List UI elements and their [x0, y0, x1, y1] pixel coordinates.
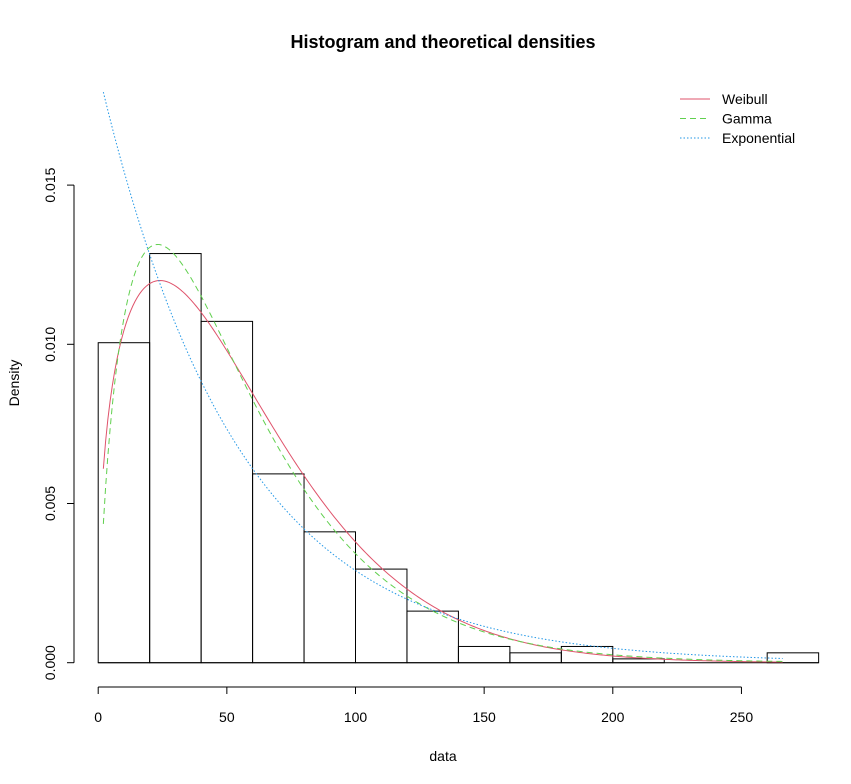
x-tick-label: 200 — [601, 709, 625, 725]
y-tick-label: 0.010 — [42, 327, 58, 362]
histogram-bar — [766, 652, 820, 664]
legend-label-gamma: Gamma — [722, 111, 772, 127]
histogram-bar — [509, 652, 562, 664]
density-curve-exponential — [102, 91, 783, 659]
legend-label-weibull: Weibull — [722, 91, 768, 107]
histogram-bar — [252, 473, 305, 664]
histogram-bar — [457, 645, 511, 664]
histogram-bar — [560, 645, 614, 664]
y-tick-label: 0.015 — [42, 167, 58, 202]
chart-title: Histogram and theoretical densities — [290, 32, 595, 52]
y-axis-label: Density — [6, 360, 22, 407]
histogram-bar — [200, 320, 254, 664]
histogram-bar — [149, 253, 202, 664]
legend-label-exponential: Exponential — [722, 130, 795, 146]
density-curves — [102, 91, 783, 663]
y-tick-label: 0.000 — [42, 645, 58, 680]
histogram-bar — [612, 658, 665, 664]
x-tick-label: 100 — [344, 709, 368, 725]
x-tick-label: 0 — [94, 709, 102, 725]
density-curve-weibull — [102, 280, 783, 663]
histogram-bar — [406, 610, 459, 664]
y-tick-label: 0.005 — [42, 486, 58, 521]
histogram-bars — [97, 253, 820, 664]
x-tick-label: 50 — [219, 709, 235, 725]
histogram-bar — [97, 342, 151, 664]
histogram-bar — [303, 531, 357, 664]
x-axis-label: data — [429, 748, 456, 764]
x-tick-label: 250 — [730, 709, 754, 725]
x-tick-label: 150 — [472, 709, 496, 725]
legend: Weibull Gamma Exponential — [680, 91, 795, 146]
y-axis: 0.000 0.005 0.010 0.015 — [42, 167, 75, 680]
x-axis: 0 50 100 150 200 250 — [94, 686, 754, 725]
density-curve-gamma — [102, 243, 783, 662]
